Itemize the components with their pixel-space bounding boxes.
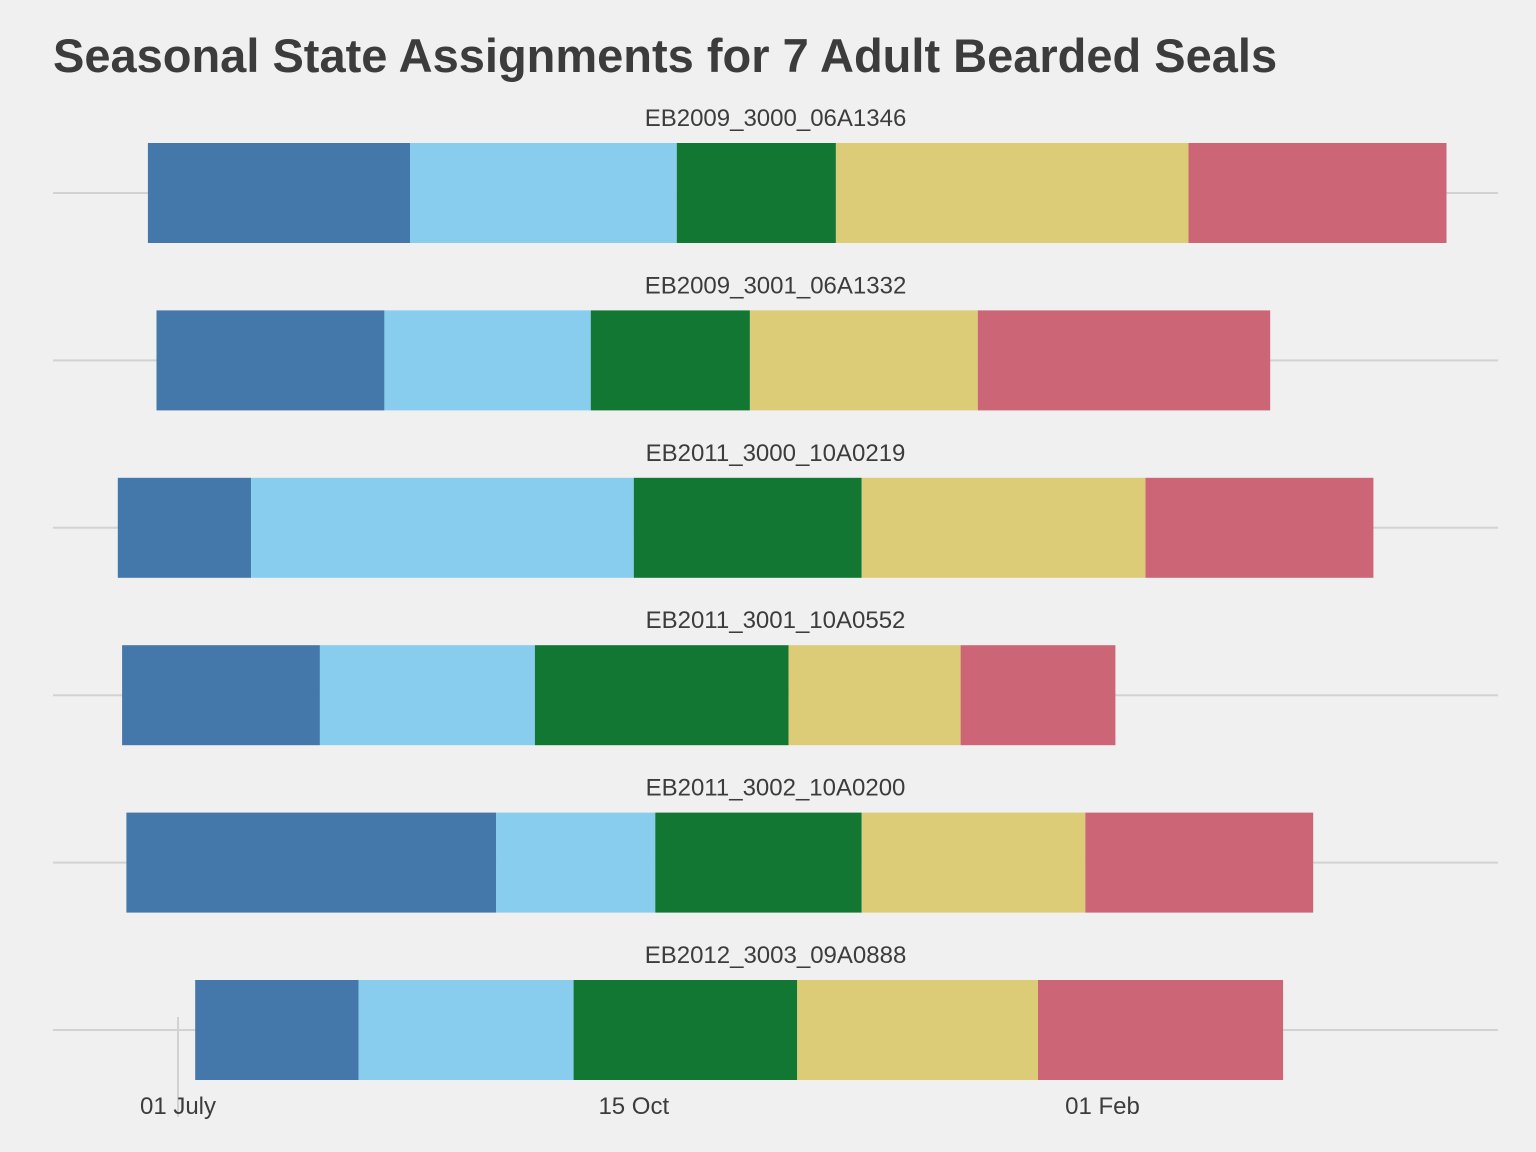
seal-panel-label: EB2011_3001_10A0552 bbox=[646, 607, 906, 634]
state-bar-segment bbox=[117, 477, 252, 578]
x-tick-label: 01 Feb bbox=[1065, 1093, 1140, 1120]
seal-panel-label: EB2011_3000_10A0219 bbox=[646, 440, 906, 467]
state-bar-segment bbox=[788, 645, 961, 746]
chart-title: Seasonal State Assignments for 7 Adult B… bbox=[53, 29, 1278, 82]
state-bar-segment bbox=[122, 645, 320, 746]
state-bar-segment bbox=[861, 477, 1146, 578]
state-bar-segment bbox=[573, 980, 798, 1080]
state-bar-segment bbox=[147, 143, 411, 243]
state-bar-segment bbox=[319, 645, 535, 746]
state-bar-segment bbox=[633, 477, 862, 578]
state-bar-segment bbox=[126, 812, 497, 913]
state-bar-segment bbox=[655, 812, 862, 913]
x-tick-label: 15 Oct bbox=[598, 1093, 669, 1120]
state-bar-segment bbox=[1038, 980, 1284, 1080]
state-bar-segment bbox=[797, 980, 1038, 1080]
state-bar-segment bbox=[676, 143, 836, 243]
state-bar-segment bbox=[534, 645, 789, 746]
seal-panel-label: EB2009_3000_06A1346 bbox=[645, 105, 907, 132]
state-bar-segment bbox=[251, 477, 634, 578]
state-bar-segment bbox=[1145, 477, 1374, 578]
seal-panel-label: EB2011_3002_10A0200 bbox=[646, 775, 906, 802]
seal-panel-label: EB2012_3003_09A0888 bbox=[645, 942, 907, 969]
state-bar-segment bbox=[410, 143, 677, 243]
state-bar-segment bbox=[1085, 812, 1314, 913]
state-bar-segment bbox=[384, 310, 591, 411]
state-bar-segment bbox=[960, 645, 1116, 746]
state-bar-segment bbox=[1188, 143, 1447, 243]
x-tick-label: 01 July bbox=[140, 1093, 216, 1120]
state-bar-segment bbox=[496, 812, 656, 913]
state-bar-segment bbox=[156, 310, 385, 411]
state-bar-segment bbox=[861, 812, 1086, 913]
state-bar-segment bbox=[749, 310, 978, 411]
state-bar-segment bbox=[977, 310, 1271, 411]
state-bar-segment bbox=[195, 980, 359, 1080]
state-bar-segment bbox=[358, 980, 574, 1080]
seal-panel-label: EB2009_3001_06A1332 bbox=[645, 272, 907, 299]
state-bar-segment bbox=[590, 310, 750, 411]
state-bar-segment bbox=[835, 143, 1189, 243]
